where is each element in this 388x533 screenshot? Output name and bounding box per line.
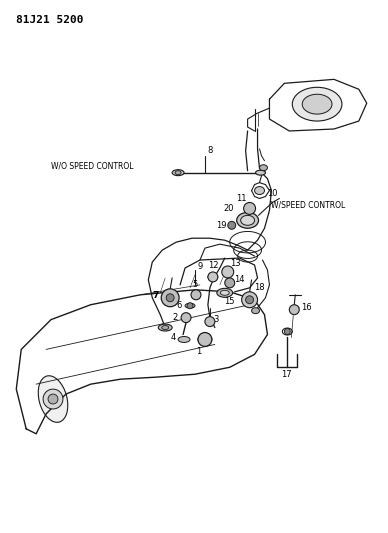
Circle shape [187,303,193,309]
Ellipse shape [260,165,267,171]
Ellipse shape [162,326,169,329]
Circle shape [166,294,174,302]
Text: 7: 7 [152,292,159,300]
Ellipse shape [256,170,265,175]
Ellipse shape [38,376,68,422]
Circle shape [244,203,256,214]
Text: 17: 17 [281,370,292,379]
Ellipse shape [178,336,190,342]
Ellipse shape [251,308,260,313]
Ellipse shape [175,171,181,175]
Ellipse shape [172,169,184,176]
Circle shape [246,296,254,304]
Circle shape [222,266,234,278]
Circle shape [48,394,58,404]
Text: 9: 9 [198,262,203,271]
Circle shape [205,317,215,327]
Circle shape [228,221,236,229]
Text: 3: 3 [213,315,218,324]
Text: 15: 15 [224,297,234,306]
Circle shape [242,292,258,308]
Text: 1: 1 [196,347,201,356]
Ellipse shape [220,290,229,295]
Circle shape [161,289,179,306]
Text: 11: 11 [236,194,246,203]
Text: 2: 2 [172,313,177,322]
Circle shape [208,272,218,282]
Text: 14: 14 [234,276,244,285]
Circle shape [289,305,299,314]
Circle shape [225,278,235,288]
Text: 13: 13 [230,259,241,268]
Text: 81J21 5200: 81J21 5200 [16,15,84,25]
Ellipse shape [237,212,258,228]
Ellipse shape [292,87,342,121]
Text: 10: 10 [267,189,278,198]
Circle shape [198,333,212,346]
Ellipse shape [302,94,332,114]
Text: W/SPEED CONTROL: W/SPEED CONTROL [272,201,346,210]
Text: 18: 18 [255,284,265,292]
Text: 20: 20 [224,204,234,213]
Text: 6: 6 [176,301,182,310]
Ellipse shape [217,288,233,297]
Text: 12: 12 [208,261,218,270]
Text: W/O SPEED CONTROL: W/O SPEED CONTROL [51,161,133,170]
Text: 19: 19 [216,221,226,230]
Circle shape [43,389,63,409]
Text: 5: 5 [192,280,197,289]
Text: 8: 8 [207,147,212,155]
Ellipse shape [158,324,172,331]
Ellipse shape [241,215,255,225]
Circle shape [181,313,191,322]
Ellipse shape [255,187,265,195]
Text: 4: 4 [170,333,175,342]
Ellipse shape [185,303,195,308]
Text: 16: 16 [301,303,312,312]
Circle shape [284,328,290,335]
Circle shape [191,290,201,300]
